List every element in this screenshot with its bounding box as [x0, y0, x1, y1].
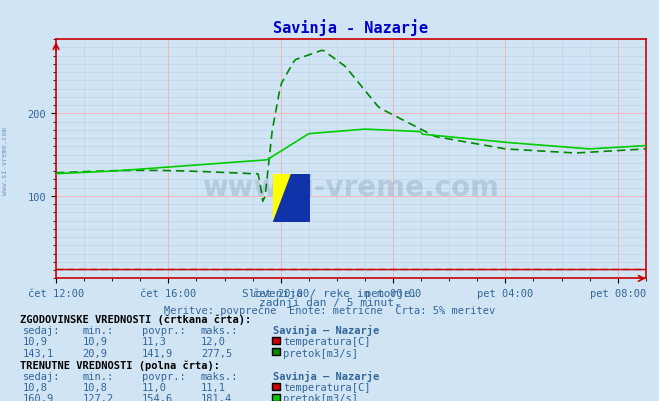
Text: min.:: min.:	[82, 325, 113, 335]
Text: Slovenija / reke in morje.: Slovenija / reke in morje.	[242, 288, 417, 298]
Text: www.si-vreme.com: www.si-vreme.com	[2, 126, 9, 194]
Polygon shape	[273, 198, 291, 223]
Text: maks.:: maks.:	[201, 371, 239, 381]
Text: www.si-vreme.com: www.si-vreme.com	[202, 174, 500, 202]
Text: Meritve: povprečne  Enote: metrične  Črta: 5% meritev: Meritve: povprečne Enote: metrične Črta:…	[164, 304, 495, 316]
Polygon shape	[273, 174, 310, 223]
Text: 10,9: 10,9	[82, 336, 107, 346]
Text: 11,3: 11,3	[142, 336, 167, 346]
Text: sedaj:: sedaj:	[23, 371, 61, 381]
Text: maks.:: maks.:	[201, 325, 239, 335]
Polygon shape	[273, 174, 291, 223]
Text: 10,9: 10,9	[23, 336, 48, 346]
Polygon shape	[273, 174, 291, 198]
Text: pretok[m3/s]: pretok[m3/s]	[283, 393, 358, 401]
Text: povpr.:: povpr.:	[142, 325, 185, 335]
Text: min.:: min.:	[82, 371, 113, 381]
Polygon shape	[273, 174, 310, 223]
Text: 181,4: 181,4	[201, 393, 232, 401]
Text: temperatura[C]: temperatura[C]	[283, 336, 371, 346]
Text: 141,9: 141,9	[142, 348, 173, 358]
Text: 143,1: 143,1	[23, 348, 54, 358]
Text: 11,1: 11,1	[201, 382, 226, 392]
Text: 11,0: 11,0	[142, 382, 167, 392]
Text: 10,8: 10,8	[82, 382, 107, 392]
Text: 127,2: 127,2	[82, 393, 113, 401]
Polygon shape	[291, 174, 310, 223]
Text: sedaj:: sedaj:	[23, 325, 61, 335]
Text: zadnji dan / 5 minut.: zadnji dan / 5 minut.	[258, 297, 401, 307]
Title: Savinja - Nazarje: Savinja - Nazarje	[273, 19, 428, 36]
Text: pretok[m3/s]: pretok[m3/s]	[283, 348, 358, 358]
Text: 12,0: 12,0	[201, 336, 226, 346]
Text: ZGODOVINSKE VREDNOSTI (črtkana črta):: ZGODOVINSKE VREDNOSTI (črtkana črta):	[20, 314, 251, 324]
Text: 277,5: 277,5	[201, 348, 232, 358]
Text: temperatura[C]: temperatura[C]	[283, 382, 371, 392]
Text: 20,9: 20,9	[82, 348, 107, 358]
Text: TRENUTNE VREDNOSTI (polna črta):: TRENUTNE VREDNOSTI (polna črta):	[20, 359, 219, 370]
Text: Savinja – Nazarje: Savinja – Nazarje	[273, 324, 380, 335]
Text: 154,6: 154,6	[142, 393, 173, 401]
Text: Savinja – Nazarje: Savinja – Nazarje	[273, 370, 380, 381]
Text: povpr.:: povpr.:	[142, 371, 185, 381]
Text: 10,8: 10,8	[23, 382, 48, 392]
Polygon shape	[273, 174, 291, 223]
Text: 160,9: 160,9	[23, 393, 54, 401]
